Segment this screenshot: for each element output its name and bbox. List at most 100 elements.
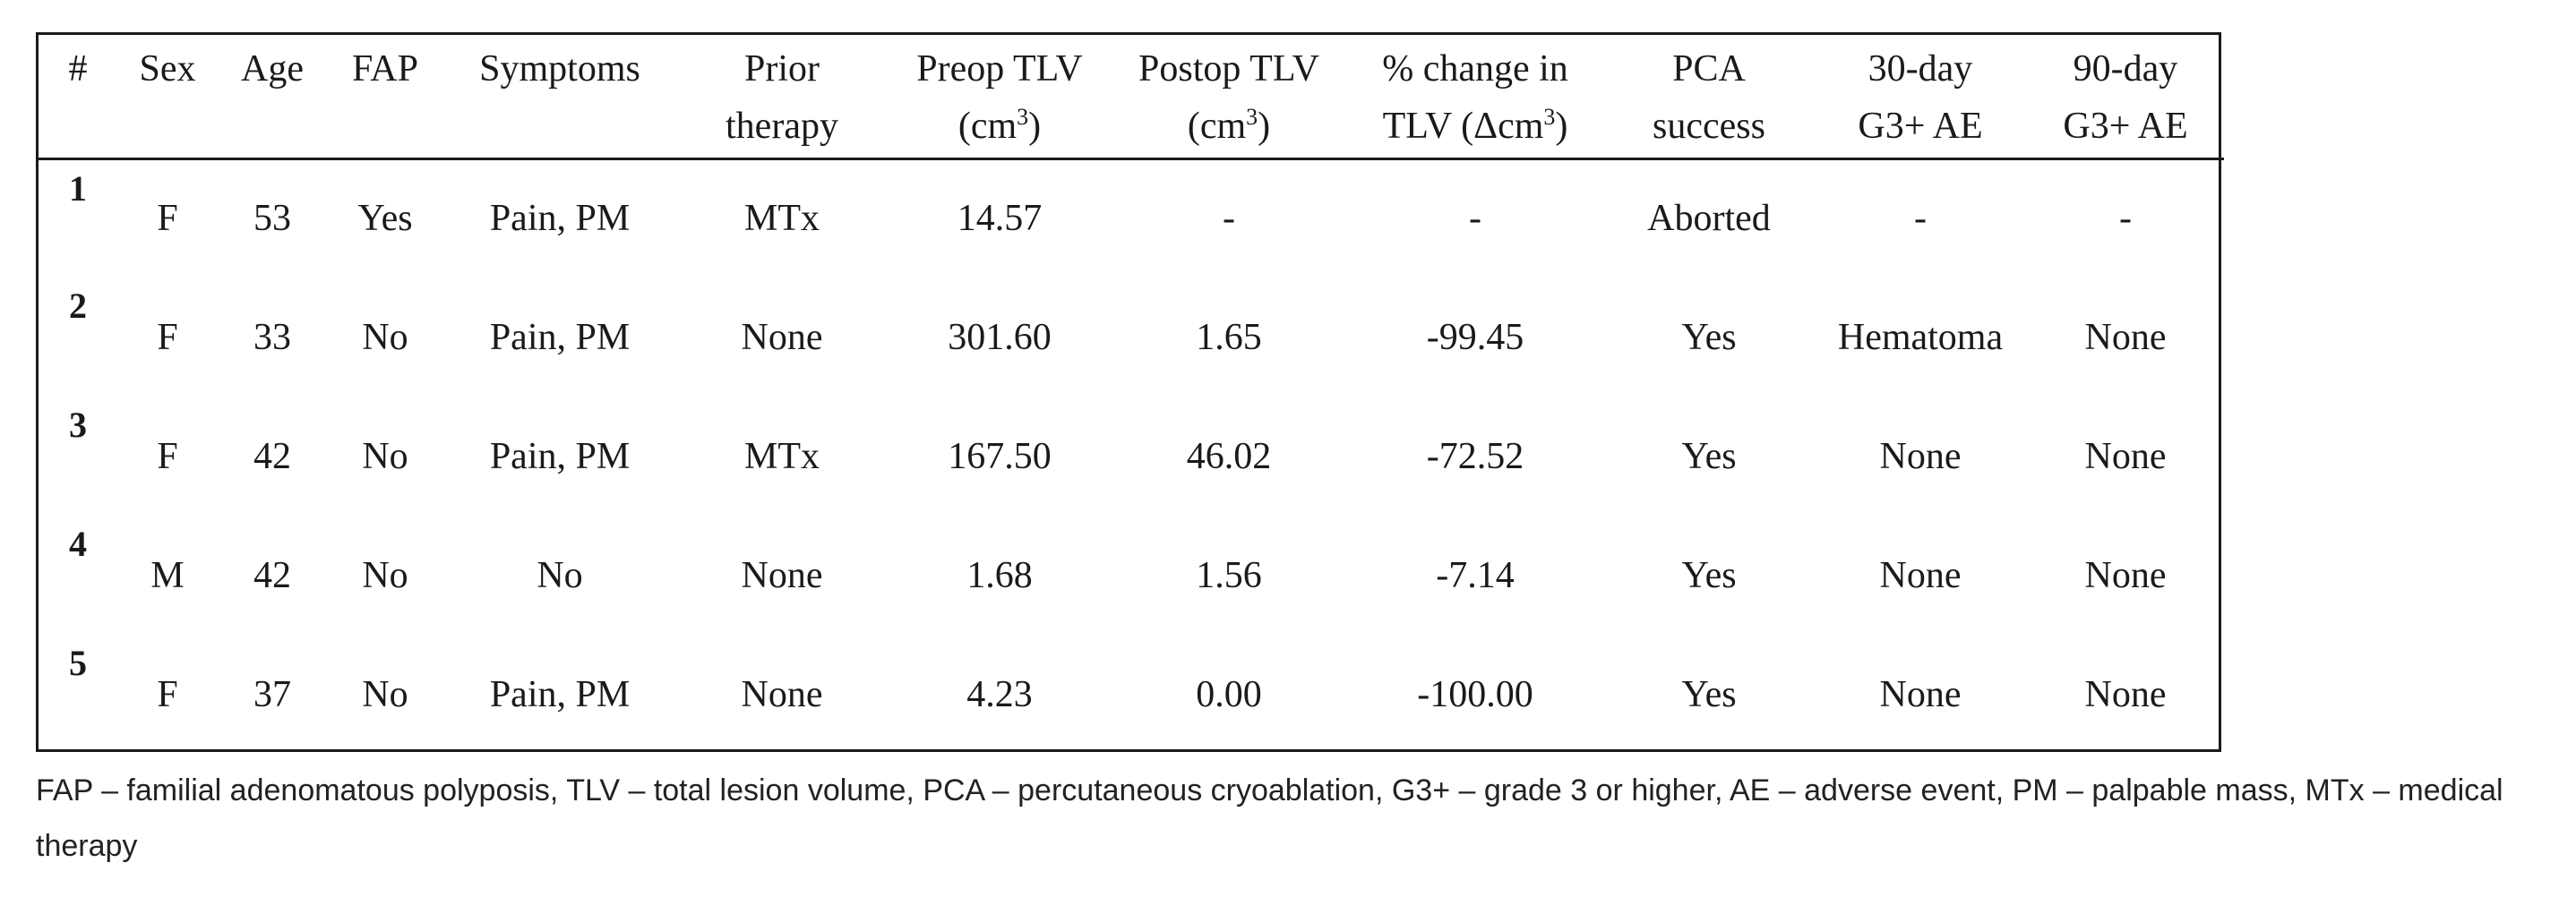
table-cell: 4.23: [966, 673, 1033, 715]
table-cell: 33: [253, 316, 291, 358]
table-cell: None: [2084, 554, 2167, 596]
table-cell: 1.68: [966, 554, 1033, 596]
table-cell: Yes: [1681, 554, 1737, 596]
column-header-line2-text: (cm: [1187, 106, 1247, 147]
column-header-line1: Prior: [744, 48, 820, 90]
table-cell: 46.02: [1186, 435, 1272, 477]
row-number: 5: [69, 643, 87, 683]
table-cell: No: [362, 435, 408, 477]
table-cell: 1.65: [1196, 316, 1262, 358]
table-cell: -99.45: [1426, 316, 1524, 358]
column-header-line2: G3+ AE: [2028, 98, 2223, 155]
table-cell: 37: [253, 673, 291, 715]
column-header-line1: Sex: [139, 48, 196, 90]
patient-table-frame: # Sex Age FAP Symptoms Prior therapy Preop TLV (…: [36, 32, 2224, 754]
table-cell: 42: [253, 435, 291, 477]
column-header: 30-day G3+ AE: [1814, 35, 2027, 160]
unit-close-paren: ): [1555, 106, 1568, 147]
table-cell: None: [1879, 435, 1962, 477]
table-cell: Pain, PM: [489, 198, 631, 240]
unit-close-paren: ): [1028, 106, 1042, 147]
table-cell: F: [157, 435, 178, 477]
column-header-line2-text: success: [1653, 106, 1765, 147]
table-row: 3 F 42 No Pain, PM MTx 167.50 46.02 -72.52 Yes Non…: [39, 397, 2224, 516]
column-header: Age: [218, 35, 327, 160]
table-footnote: FAP – familial adenomatous polyposis, TL…: [36, 773, 2503, 863]
column-header-line2: TLV (Δcm3): [1347, 98, 1603, 155]
table-cell: -100.00: [1417, 673, 1533, 715]
row-number: 4: [69, 524, 87, 564]
table-row: 5 F 37 No Pain, PM None 4.23 0.00 -100.00 Yes None…: [39, 635, 2224, 754]
table-cell: 301.60: [948, 316, 1052, 358]
table-cell: No: [362, 554, 408, 596]
table-cell: Pain, PM: [489, 316, 631, 358]
table-cell: Yes: [1681, 435, 1737, 477]
column-header: Prior therapy: [676, 35, 888, 160]
column-header-line2: (cm3): [1112, 98, 1345, 155]
table-cell: Pain, PM: [489, 435, 631, 477]
table-cell: -: [1223, 198, 1235, 240]
column-header-line1: Postop TLV: [1138, 48, 1319, 90]
table-row: 4 M 42 No No None 1.68 1.56 -7.14 Yes None None: [39, 516, 2224, 635]
table-row: 1 F 53 Yes Pain, PM MTx 14.57 - - Aborted - -: [39, 158, 2224, 278]
column-header-line2-text: TLV (Δcm: [1382, 106, 1544, 147]
column-header-line2: (cm3): [889, 98, 1111, 155]
table-cell: None: [2084, 316, 2167, 358]
column-header: Preop TLV (cm3): [888, 35, 1112, 160]
column-header-line1: % change in: [1382, 48, 1568, 90]
table-cell: F: [157, 673, 178, 715]
column-header-line2: success: [1605, 98, 1813, 155]
unit-close-paren: ): [1258, 106, 1271, 147]
column-header: % change in TLV (Δcm3): [1346, 35, 1604, 160]
column-header: FAP: [327, 35, 443, 160]
table-cell: No: [362, 673, 408, 715]
table-cell: None: [2084, 435, 2167, 477]
column-header-line1: Preop TLV: [916, 48, 1083, 90]
table-cell: None: [1879, 673, 1962, 715]
table-cell: -: [1469, 198, 1481, 240]
column-header: 90-day G3+ AE: [2027, 35, 2224, 160]
table-cell: M: [150, 554, 185, 596]
column-header-line2-text: therapy: [726, 106, 838, 147]
table-cell: None: [741, 673, 823, 715]
row-number: 1: [69, 167, 87, 209]
patient-outcomes-table: # Sex Age FAP Symptoms Prior therapy Preop TLV (…: [39, 35, 2224, 754]
header-row: # Sex Age FAP Symptoms Prior therapy Preop TLV (…: [39, 35, 2224, 160]
column-header-line1: 90-day: [2073, 48, 2178, 90]
unit-superscript: 3: [1246, 104, 1258, 130]
table-cell: F: [157, 316, 178, 358]
table-cell: 1.56: [1196, 554, 1262, 596]
column-header: Sex: [117, 35, 218, 160]
table-cell: 167.50: [948, 435, 1052, 477]
table-cell: None: [2084, 673, 2167, 715]
table-cell: Hematoma: [1837, 316, 2004, 358]
table-header: # Sex Age FAP Symptoms Prior therapy Preop TLV (…: [39, 35, 2224, 160]
table-cell: Yes: [1681, 673, 1737, 715]
table-cell: 42: [253, 554, 291, 596]
unit-superscript: 3: [1017, 104, 1029, 130]
table-cell: -: [2119, 198, 2132, 240]
table-body: 1 F 53 Yes Pain, PM MTx 14.57- - Aborted - -2 F 33 No…: [39, 158, 2224, 754]
table-cell: -7.14: [1436, 554, 1515, 596]
row-number: 2: [69, 286, 87, 326]
column-header-line1: Symptoms: [479, 48, 640, 90]
table-cell: 14.57: [957, 198, 1043, 240]
table-cell: None: [1879, 554, 1962, 596]
table-cell: Pain, PM: [489, 673, 631, 715]
column-header-line2-text: G3+ AE: [2063, 106, 2188, 147]
column-header: Postop TLV (cm3): [1112, 35, 1346, 160]
table-cell: F: [157, 198, 178, 240]
table-cell: No: [537, 554, 583, 596]
table-cell: -72.52: [1426, 435, 1524, 477]
column-header-line1: FAP: [352, 48, 418, 90]
column-header-line2-text: G3+ AE: [1858, 106, 1983, 147]
column-header-line1: #: [68, 48, 88, 90]
table-cell: Yes: [1681, 316, 1737, 358]
table-cell: Aborted: [1647, 198, 1771, 240]
table-cell: None: [741, 316, 823, 358]
column-header: Symptoms: [443, 35, 676, 160]
table-cell: Yes: [357, 198, 413, 240]
column-header-line2: G3+ AE: [1815, 98, 2026, 155]
unit-superscript: 3: [1543, 104, 1556, 130]
column-header: PCA success: [1604, 35, 1814, 160]
